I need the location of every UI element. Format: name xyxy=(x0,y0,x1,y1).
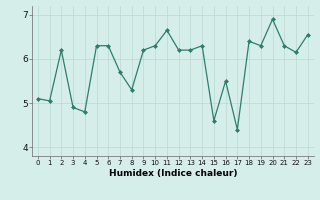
X-axis label: Humidex (Indice chaleur): Humidex (Indice chaleur) xyxy=(108,169,237,178)
